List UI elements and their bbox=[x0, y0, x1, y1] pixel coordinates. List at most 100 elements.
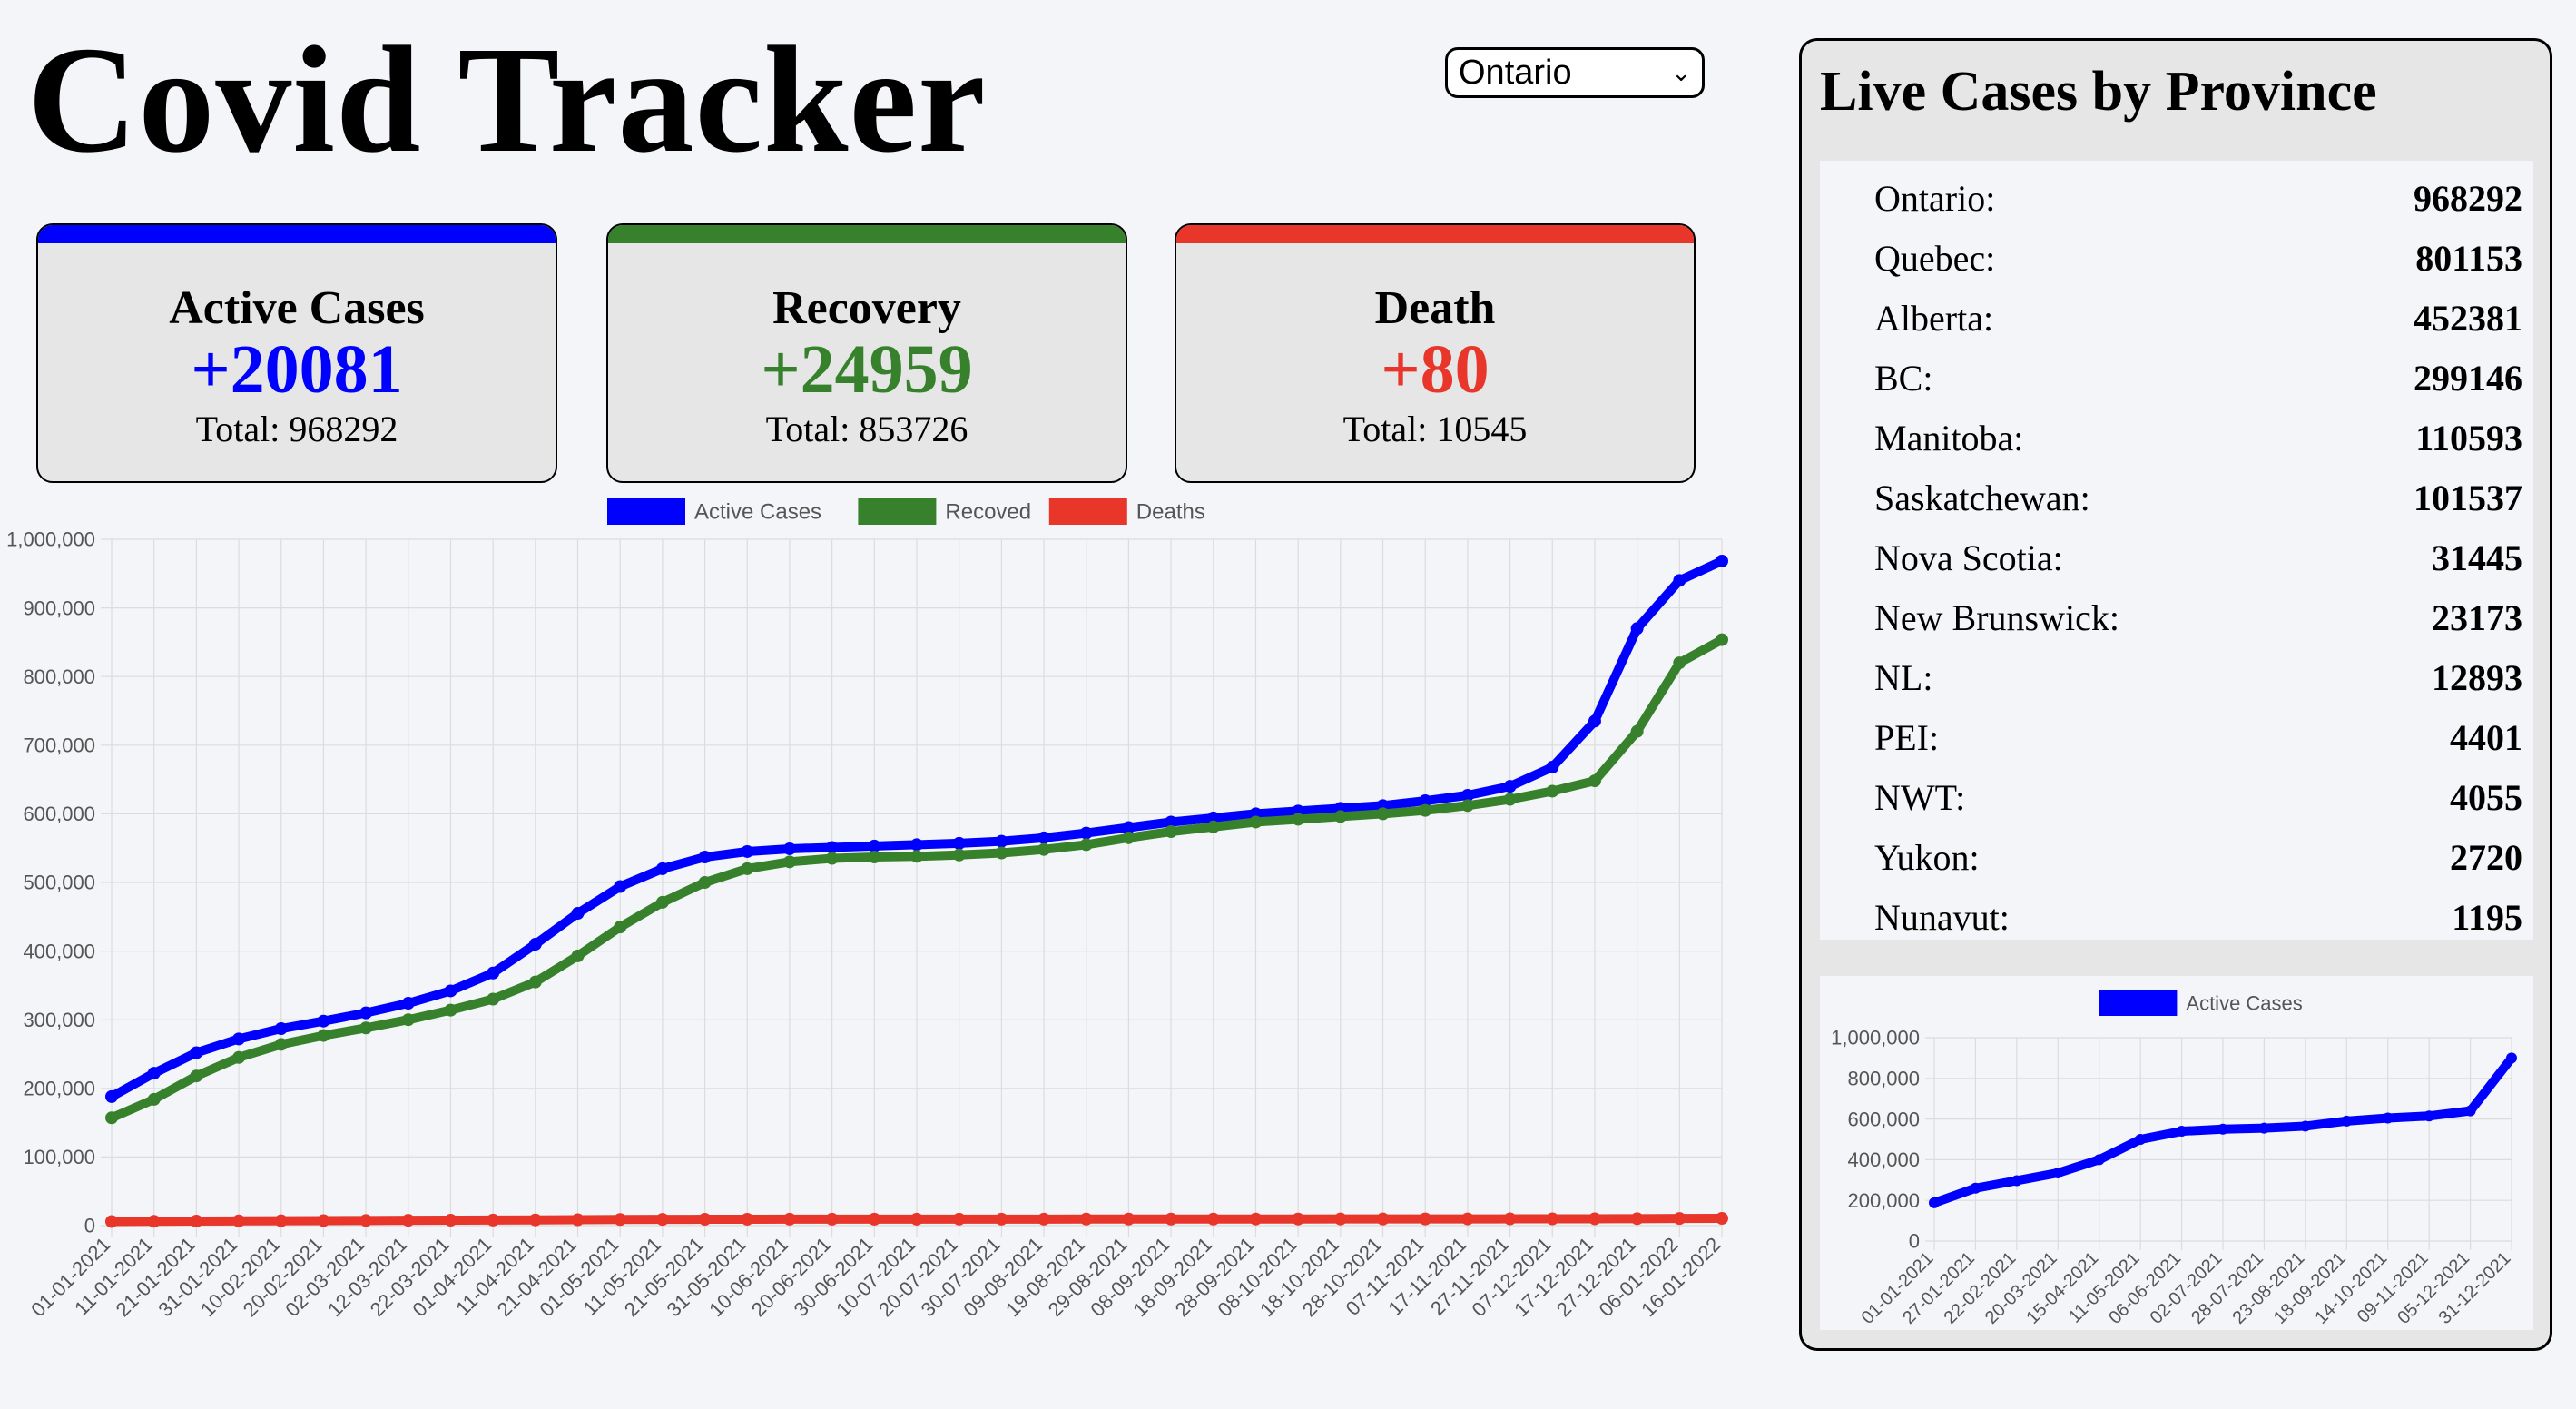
data-point bbox=[401, 1214, 415, 1227]
data-point bbox=[655, 1213, 669, 1227]
province-value: 1195 bbox=[2452, 896, 2522, 938]
province-row: NWT: 4055 bbox=[1820, 767, 2533, 827]
legend-swatch bbox=[2099, 990, 2178, 1016]
data-point bbox=[782, 855, 796, 869]
active-cases-card: Active Cases +20081 Total: 968292 bbox=[36, 223, 557, 483]
province-row: Manitoba: 110593 bbox=[1820, 408, 2533, 468]
data-point bbox=[1673, 656, 1686, 670]
data-point bbox=[147, 1067, 161, 1080]
data-point bbox=[571, 949, 585, 962]
province-row: Quebec: 801153 bbox=[1820, 228, 2533, 288]
data-point bbox=[401, 1013, 415, 1027]
province-name: Yukon: bbox=[1874, 836, 1980, 878]
card-delta: +20081 bbox=[191, 331, 403, 408]
data-point bbox=[105, 1215, 118, 1228]
data-point bbox=[1460, 788, 1474, 802]
province-row: Nova Scotia: 31445 bbox=[1820, 527, 2533, 587]
data-point bbox=[528, 1213, 542, 1227]
data-point bbox=[1206, 1212, 1220, 1226]
legend-label: Active Cases bbox=[694, 499, 821, 524]
data-point bbox=[952, 1212, 966, 1226]
province-value: 968292 bbox=[2414, 177, 2522, 219]
data-point bbox=[274, 1214, 288, 1227]
province-select[interactable]: Ontario ⌄ bbox=[1445, 47, 1705, 98]
data-point bbox=[698, 851, 712, 864]
data-point bbox=[359, 1021, 373, 1035]
data-point bbox=[190, 1046, 203, 1059]
province-sidebar: Live Cases by Province Ontario: 968292 Que… bbox=[1799, 38, 2552, 1351]
data-point bbox=[825, 1212, 839, 1226]
data-point bbox=[995, 834, 1008, 848]
data-point bbox=[910, 850, 923, 863]
data-point bbox=[1037, 1212, 1051, 1226]
province-value: 23173 bbox=[2432, 596, 2522, 638]
province-select-value: Ontario bbox=[1459, 53, 1572, 92]
data-point bbox=[2464, 1105, 2476, 1117]
data-point bbox=[614, 880, 627, 893]
province-name: BC: bbox=[1874, 357, 1933, 399]
province-value: 801153 bbox=[2415, 237, 2522, 279]
data-point bbox=[1037, 831, 1051, 844]
data-point bbox=[782, 842, 796, 855]
province-value: 2720 bbox=[2450, 836, 2522, 878]
main-line-chart: 1,000,000 900,000 800,000 700,000 600,000 500… bbox=[6, 498, 1728, 1321]
data-point bbox=[105, 1111, 118, 1125]
data-point bbox=[528, 975, 542, 989]
data-point bbox=[1673, 574, 1686, 587]
data-point bbox=[232, 1032, 246, 1046]
data-point bbox=[782, 1212, 796, 1226]
y-tick-label: 500,000 bbox=[23, 872, 95, 894]
data-point bbox=[1419, 803, 1432, 817]
chevron-down-icon: ⌄ bbox=[1671, 58, 1691, 86]
legend-swatch bbox=[1048, 498, 1127, 525]
data-point bbox=[868, 839, 881, 852]
data-point bbox=[147, 1092, 161, 1106]
data-point bbox=[317, 1029, 330, 1042]
data-point bbox=[1588, 774, 1601, 788]
data-point bbox=[868, 851, 881, 864]
mini-line-chart: 1,000,000800,000600,000400,000200,000001… bbox=[1831, 990, 2517, 1328]
data-point bbox=[1546, 784, 1559, 798]
y-tick-label: 0 bbox=[1909, 1230, 1920, 1253]
data-point bbox=[995, 846, 1008, 860]
y-tick-label: 1,000,000 bbox=[6, 528, 95, 551]
province-name: PEI: bbox=[1874, 716, 1940, 758]
data-point bbox=[825, 841, 839, 854]
data-point bbox=[2299, 1120, 2311, 1132]
app-title: Covid Tracker bbox=[27, 15, 987, 184]
data-point bbox=[105, 1089, 118, 1103]
data-point bbox=[1503, 780, 1517, 793]
data-point bbox=[1122, 831, 1136, 844]
data-point bbox=[2176, 1126, 2188, 1138]
y-tick-label: 900,000 bbox=[23, 596, 95, 619]
data-point bbox=[1333, 1212, 1347, 1226]
card-total: Total: 853726 bbox=[765, 409, 968, 449]
y-tick-label: 400,000 bbox=[1847, 1148, 1920, 1171]
province-name: Nunavut: bbox=[1874, 896, 2010, 938]
data-point bbox=[274, 1022, 288, 1036]
data-point bbox=[2382, 1112, 2394, 1124]
data-point bbox=[1165, 825, 1178, 839]
data-point bbox=[1546, 1212, 1559, 1226]
province-name: Alberta: bbox=[1874, 297, 1994, 339]
province-row: BC: 299146 bbox=[1820, 348, 2533, 408]
data-point bbox=[952, 848, 966, 862]
province-name: Saskatchewan: bbox=[1874, 477, 2090, 518]
province-value: 31445 bbox=[2432, 537, 2522, 578]
data-point bbox=[1630, 1212, 1644, 1226]
card-delta: +24959 bbox=[761, 331, 973, 408]
data-point bbox=[1206, 811, 1220, 824]
card-total: Total: 10545 bbox=[1342, 409, 1528, 449]
data-point bbox=[1165, 1212, 1178, 1226]
mini-chart-panel: 1,000,000 800,000 600,000 400,000 200,000 0 01… bbox=[1820, 976, 2533, 1330]
data-point bbox=[910, 838, 923, 852]
data-point bbox=[359, 1006, 373, 1020]
data-point bbox=[317, 1214, 330, 1227]
data-point bbox=[614, 1213, 627, 1227]
data-point bbox=[1376, 807, 1390, 821]
data-point bbox=[741, 1212, 754, 1226]
death-card: Death +80 Total: 10545 bbox=[1175, 223, 1696, 483]
data-point bbox=[1122, 821, 1136, 834]
data-point bbox=[1376, 1212, 1390, 1226]
data-point bbox=[1165, 815, 1178, 829]
